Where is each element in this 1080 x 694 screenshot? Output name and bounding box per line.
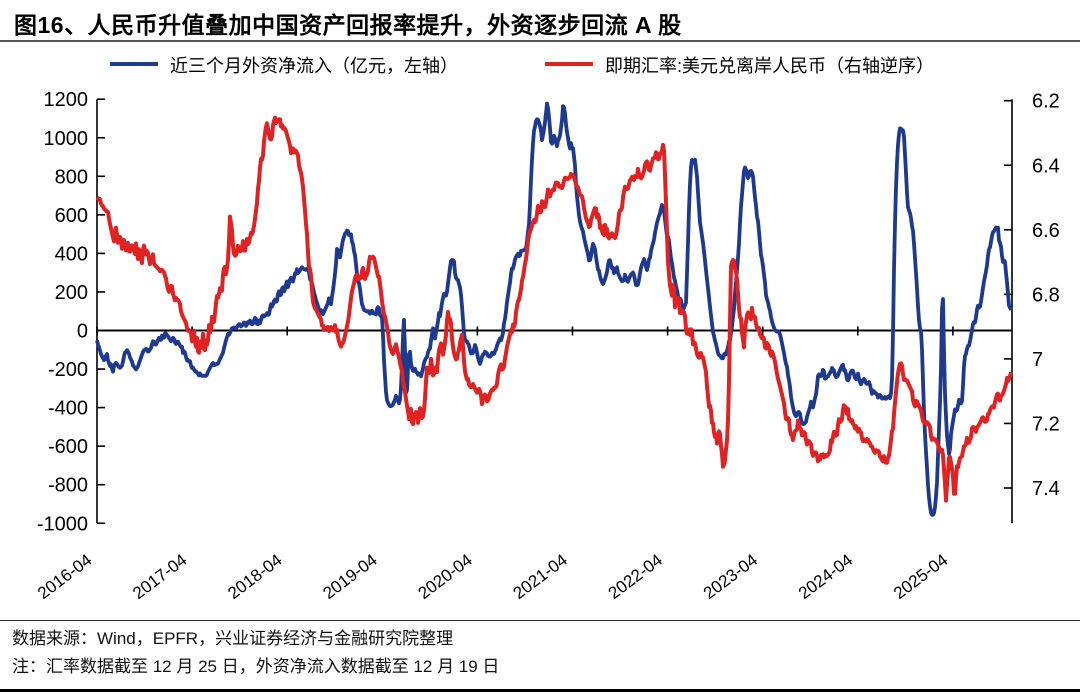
svg-text:6.6: 6.6	[1032, 220, 1060, 242]
svg-text:1200: 1200	[44, 89, 89, 111]
svg-text:2023-04: 2023-04	[700, 550, 761, 603]
svg-text:0: 0	[77, 321, 88, 343]
svg-text:7.2: 7.2	[1032, 413, 1060, 435]
svg-text:7.4: 7.4	[1032, 478, 1060, 500]
svg-text:2019-04: 2019-04	[319, 550, 380, 603]
svg-text:2022-04: 2022-04	[605, 550, 666, 603]
svg-text:2025-04: 2025-04	[890, 550, 951, 603]
svg-text:600: 600	[55, 205, 88, 227]
svg-text:2020-04: 2020-04	[415, 550, 476, 603]
svg-text:2021-04: 2021-04	[510, 550, 571, 603]
svg-text:6.4: 6.4	[1032, 155, 1060, 177]
svg-text:800: 800	[55, 166, 88, 188]
svg-text:200: 200	[55, 282, 88, 304]
svg-text:2017-04: 2017-04	[129, 550, 190, 603]
svg-text:2018-04: 2018-04	[224, 550, 285, 603]
svg-text:1000: 1000	[44, 128, 89, 150]
svg-text:2024-04: 2024-04	[795, 550, 856, 603]
svg-text:-200: -200	[48, 359, 88, 381]
svg-text:-1000: -1000	[37, 513, 88, 535]
svg-text:2016-04: 2016-04	[34, 550, 95, 603]
svg-text:7: 7	[1032, 349, 1043, 371]
svg-text:-400: -400	[48, 398, 88, 420]
svg-text:-800: -800	[48, 475, 88, 497]
svg-text:6.2: 6.2	[1032, 91, 1060, 113]
svg-text:400: 400	[55, 243, 88, 265]
svg-text:-600: -600	[48, 436, 88, 458]
svg-text:6.8: 6.8	[1032, 284, 1060, 306]
